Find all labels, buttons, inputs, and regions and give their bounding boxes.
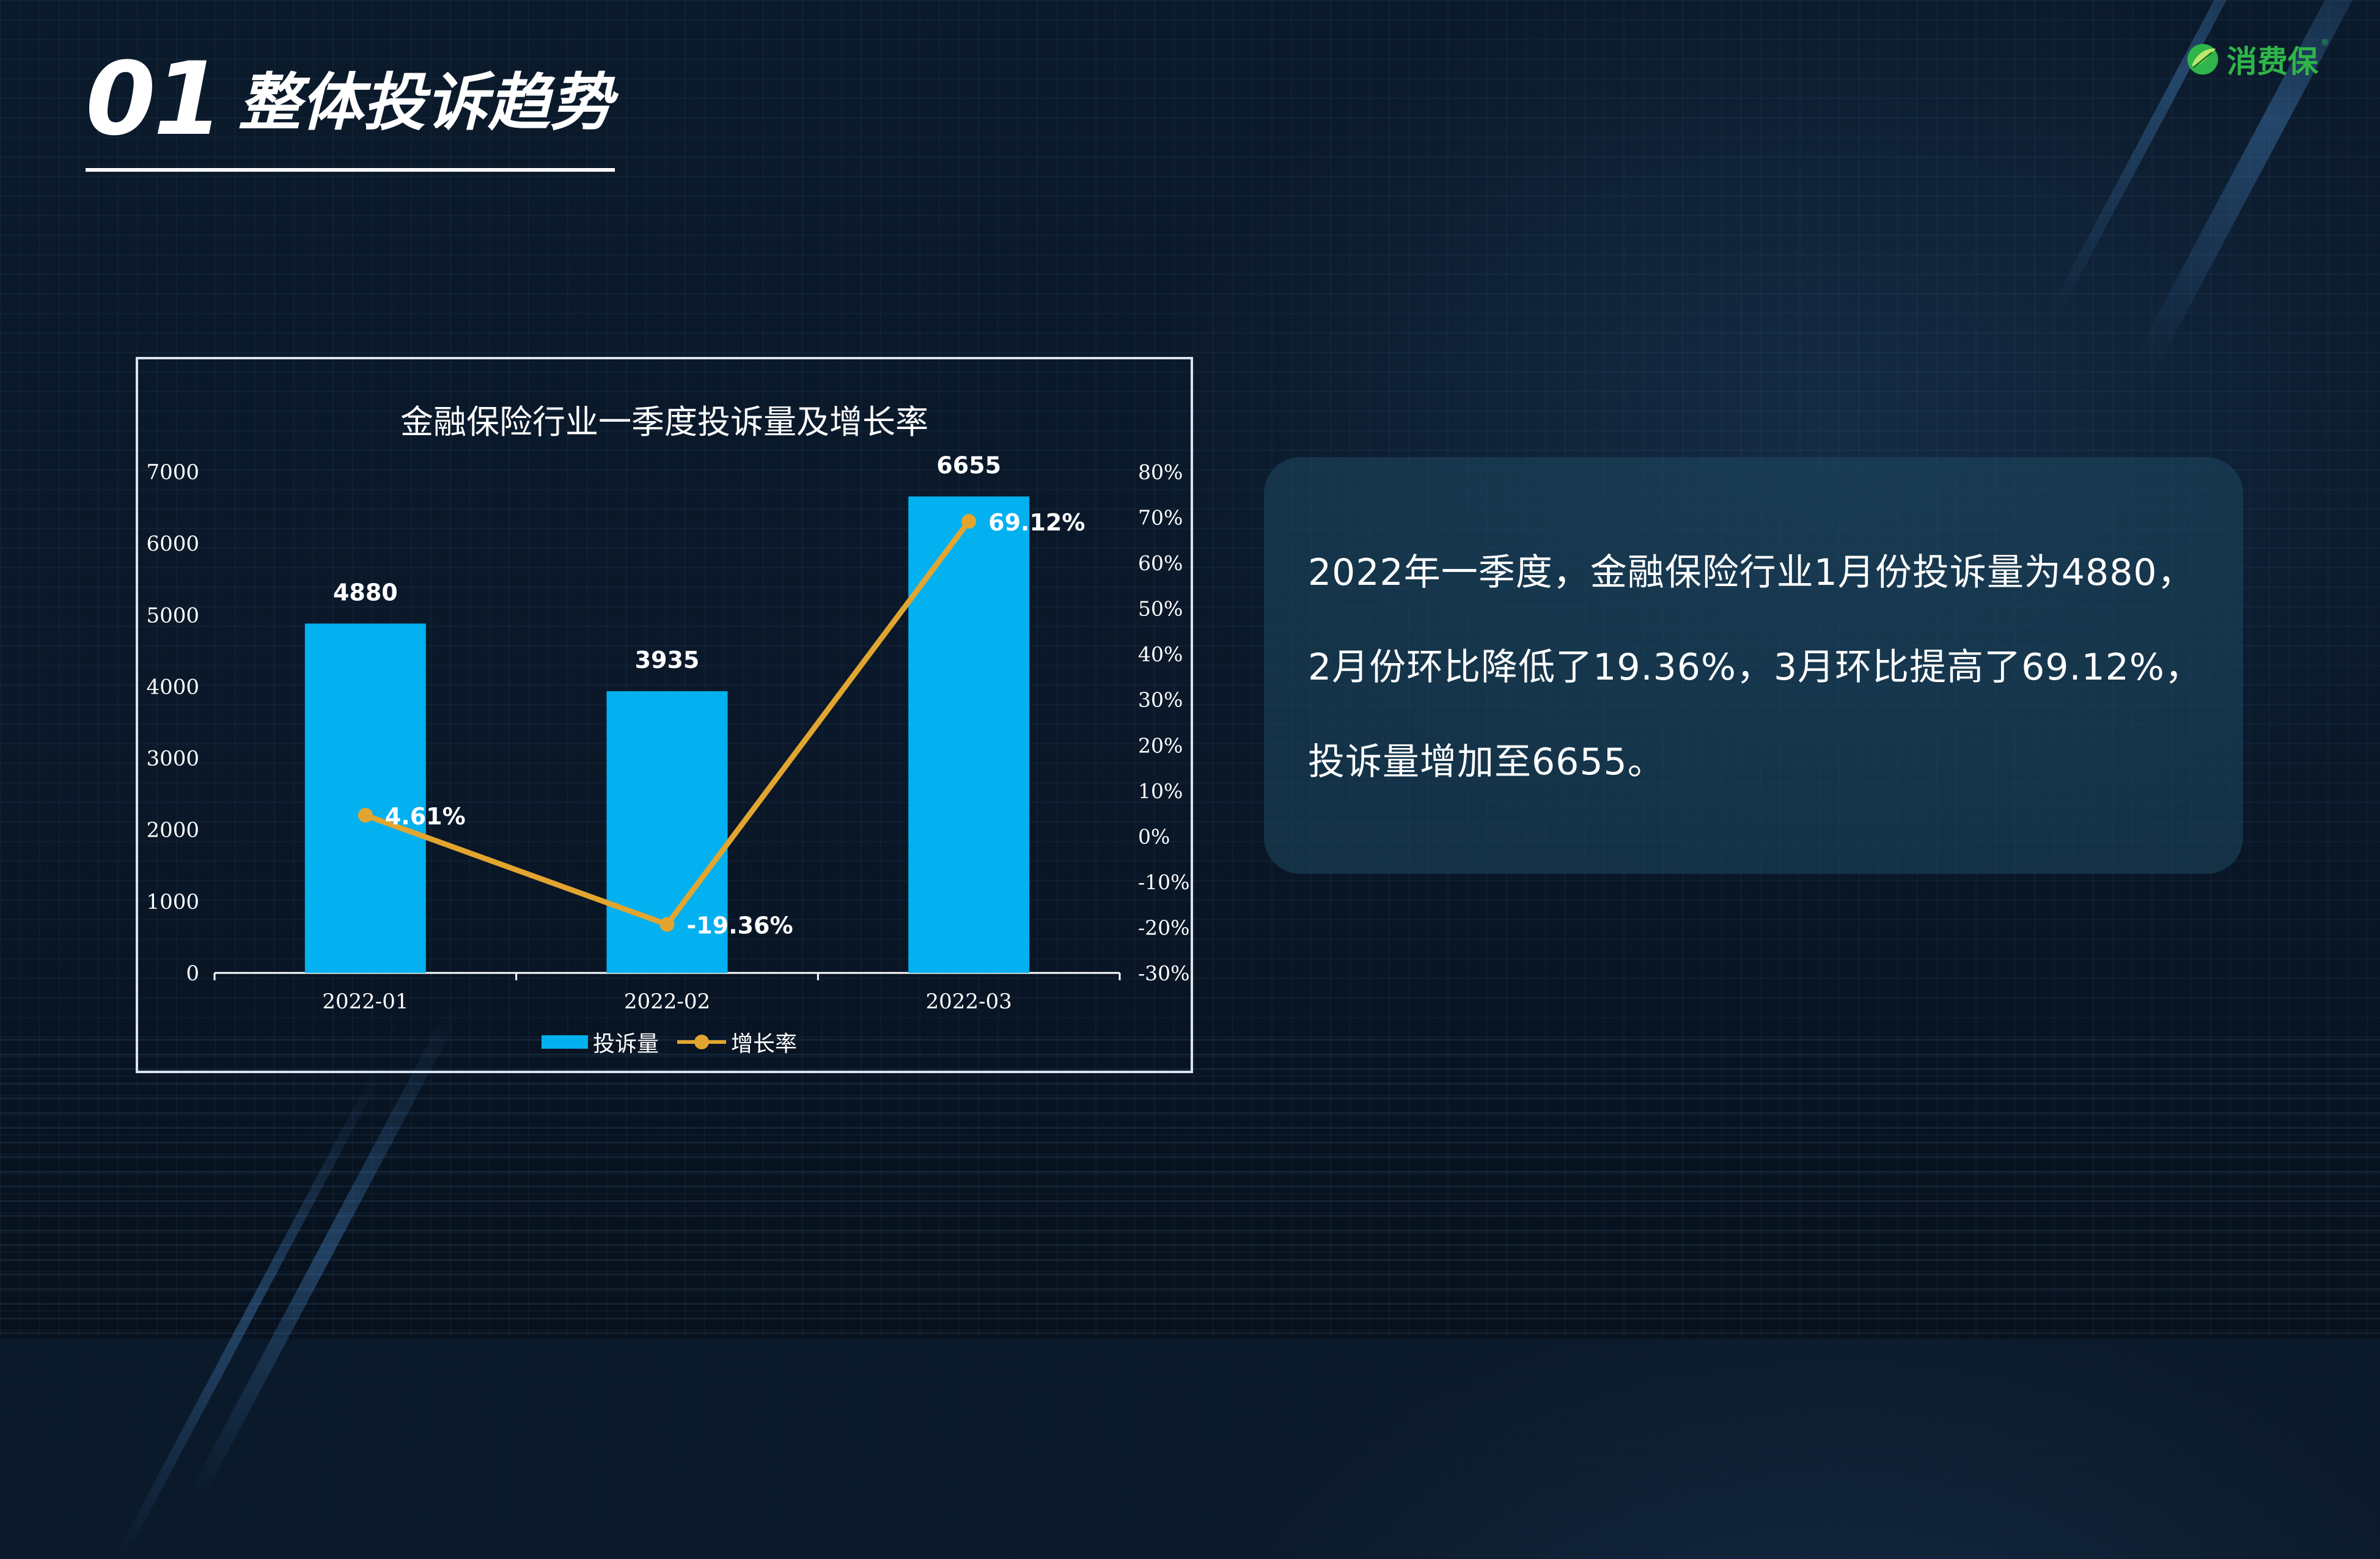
brand-name: 消费保 <box>2227 44 2318 79</box>
legend-label-volume: 投诉量 <box>593 1032 659 1057</box>
bar-value-label: 6655 <box>936 452 1001 479</box>
bar-value-label: 3935 <box>635 647 700 673</box>
summary-line-1: 2022年一季度，金融保险行业1月份投诉量为4880， <box>1308 551 2195 594</box>
leaf-icon <box>2187 43 2219 75</box>
right-axis-tick-label: 50% <box>1138 597 1183 621</box>
legend-item-growth: 增长率 <box>677 1026 797 1058</box>
left-axis-tick-label: 2000 <box>146 818 199 843</box>
left-axis-tick-label: 4000 <box>146 675 199 699</box>
x-axis-tick-label: 2022-01 <box>322 989 408 1014</box>
bar <box>908 496 1030 973</box>
right-axis-tick-label: 10% <box>1138 779 1183 803</box>
legend-bar-swatch <box>542 1035 588 1049</box>
registered-mark: ® <box>2321 38 2329 48</box>
left-axis-tick-label: 3000 <box>146 747 199 771</box>
chart-plot: 0 1000 2000 3000 4000 5000 6000 7000 -30% -20% -10… <box>146 452 1190 1014</box>
summary-line-2: 2月份环比降低了19.36%，3月环比提高了69.12%， <box>1308 646 2202 689</box>
chart-frame: 金融保险行业一季度投诉量及增长率 0 1000 2000 3000 4000 5000 60… <box>136 357 1193 1073</box>
right-axis-tick-label: 0% <box>1138 824 1170 848</box>
right-axis-tick-label: 80% <box>1138 460 1183 484</box>
left-axis-tick-label: 6000 <box>146 532 199 556</box>
chart-legend: 投诉量 增长率 <box>542 1027 815 1057</box>
left-axis-tick-label: 5000 <box>146 603 199 628</box>
chart-title: 金融保险行业一季度投诉量及增长率 <box>400 403 928 441</box>
x-axis-tick-label: 2022-03 <box>926 989 1012 1014</box>
bar <box>304 623 426 973</box>
title-underline <box>86 168 615 172</box>
right-axis-tick-label: 20% <box>1138 733 1183 757</box>
legend-label-growth: 增长率 <box>731 1032 798 1057</box>
legend-item-volume: 投诉量 <box>542 1026 659 1058</box>
left-axis-tick-label: 0 <box>186 961 199 986</box>
growth-point <box>961 514 977 529</box>
section-title: 整体投诉趋势 <box>238 67 612 139</box>
growth-point <box>358 807 373 823</box>
x-axis-tick-label: 2022-02 <box>624 989 710 1014</box>
summary-panel: 2022年一季度，金融保险行业1月份投诉量为4880， 2月份环比降低了19.3… <box>1264 457 2243 874</box>
right-axis-tick-label: 40% <box>1138 642 1183 666</box>
growth-value-label: 69.12% <box>988 509 1085 536</box>
left-axis-tick-label: 7000 <box>146 460 199 485</box>
right-axis-tick-label: 60% <box>1138 551 1183 575</box>
right-axis-tick-label: -30% <box>1138 961 1190 985</box>
right-axis-tick-label: -20% <box>1138 915 1190 939</box>
right-axis-tick-label: 70% <box>1138 506 1183 530</box>
brand-logo: 消费保 ® <box>2185 38 2329 81</box>
bar-value-label: 4880 <box>333 579 398 606</box>
growth-point <box>659 917 675 932</box>
right-axis-tick-label: -10% <box>1138 870 1190 894</box>
legend-line-swatch <box>677 1035 727 1049</box>
growth-value-label: 4.61% <box>385 803 466 830</box>
left-axis-tick-label: 1000 <box>146 890 199 914</box>
right-axis-tick-label: 30% <box>1138 688 1183 712</box>
growth-value-label: -19.36% <box>687 912 793 939</box>
section-number: 01 <box>86 40 224 158</box>
summary-line-3: 投诉量增加至6655。 <box>1308 741 1665 783</box>
background-lines <box>0 1039 2380 1338</box>
